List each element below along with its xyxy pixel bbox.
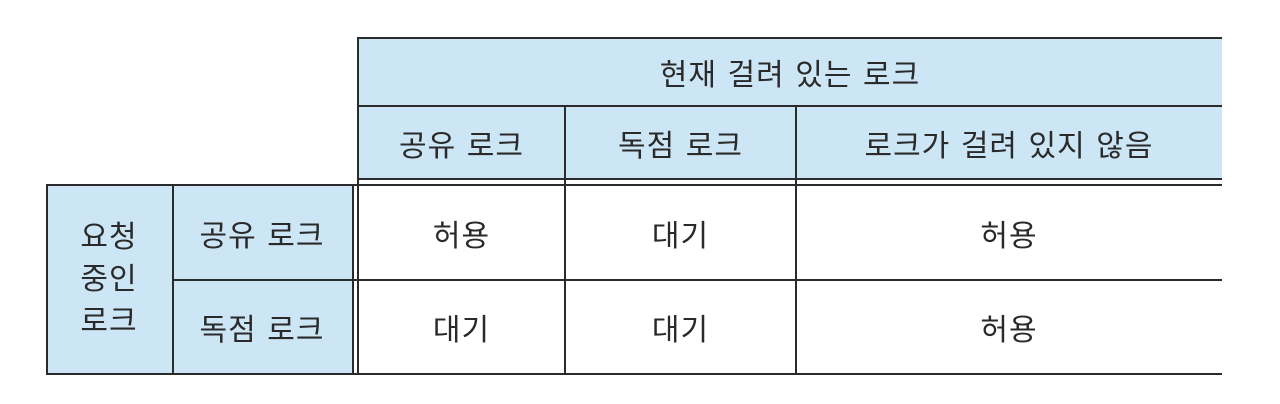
table-cell: 대기: [565, 186, 796, 280]
column-group-header-label: 현재 걸려 있는 로크: [659, 58, 921, 93]
cell-value: 허용: [980, 219, 1038, 254]
rule-col-divider-2: [795, 105, 797, 375]
column-group-header: 현재 걸려 있는 로크: [358, 38, 1222, 106]
rule-left-edge: [46, 184, 48, 375]
rule-header-double-left: [352, 184, 354, 375]
table-cell: 대기: [358, 280, 565, 374]
row-group-header-line: 요청: [80, 220, 138, 255]
cell-value: 허용: [432, 219, 491, 254]
row-header-label: 독점 로크: [199, 313, 325, 348]
rule-header-double-right: [357, 37, 359, 375]
cell-value: 대기: [651, 219, 710, 254]
column-header-shared-lock: 공유 로크: [358, 106, 565, 180]
rule-row-divider: [172, 279, 1222, 281]
cell-value: 대기: [432, 313, 491, 348]
rule-row-group-divider: [172, 184, 174, 375]
row-group-header: 요청 중인 로크: [46, 186, 172, 374]
rule-header-double-bottom: [46, 184, 1222, 186]
rule-col-divider-1: [564, 105, 566, 375]
column-header-label: 공유 로크: [399, 129, 524, 164]
table-cell: 허용: [358, 186, 565, 280]
table-cell: 허용: [796, 280, 1222, 374]
column-header-label: 로크가 걸려 있지 않음: [864, 129, 1154, 164]
cell-value: 허용: [980, 313, 1038, 348]
cell-value: 대기: [651, 313, 710, 348]
rule-bottom: [46, 373, 1222, 375]
column-header-no-lock: 로크가 걸려 있지 않음: [796, 106, 1222, 180]
column-header-exclusive-lock: 독점 로크: [565, 106, 796, 180]
column-header-label: 독점 로크: [618, 129, 743, 164]
row-group-header-line: 로크: [80, 304, 138, 339]
rule-under-group-header: [358, 105, 1222, 107]
table-cell: 대기: [565, 280, 796, 374]
rule-top: [358, 37, 1222, 39]
row-header-exclusive-lock: 독점 로크: [172, 280, 352, 374]
table-cell: 허용: [796, 186, 1222, 280]
row-header-label: 공유 로크: [199, 219, 325, 254]
row-group-header-line: 중인: [80, 262, 138, 297]
rule-header-double-top: [358, 178, 1222, 180]
row-header-shared-lock: 공유 로크: [172, 186, 352, 280]
